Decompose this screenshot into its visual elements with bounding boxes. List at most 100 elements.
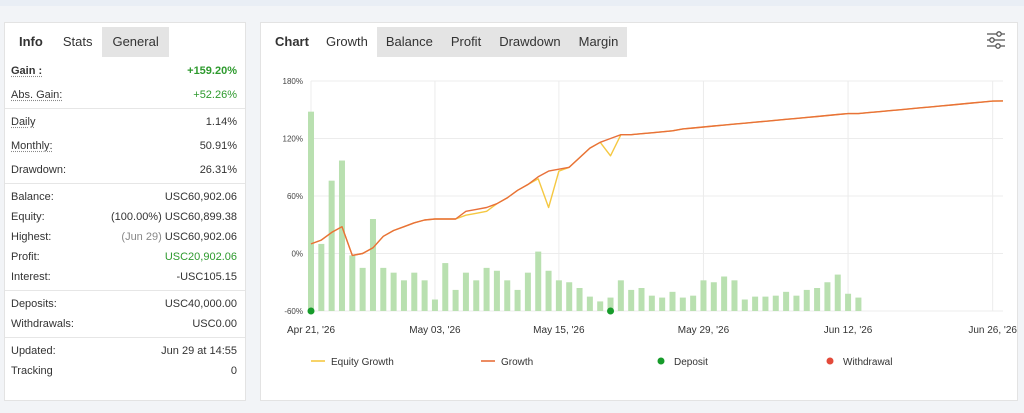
- equity-amount: USC60,899.38: [164, 211, 237, 223]
- gain-label[interactable]: Gain :: [11, 65, 43, 77]
- tracking-value: 0: [230, 365, 237, 377]
- chart-tabs: Chart Growth Balance Profit Drawdown Mar…: [267, 27, 628, 57]
- bar: [741, 299, 748, 311]
- drawdown-value: 26.31%: [199, 164, 237, 176]
- equity-value: (100.00%) USC60,899.38: [111, 211, 237, 223]
- legend-deposit: Deposit: [674, 357, 708, 368]
- bar: [772, 295, 779, 311]
- stat-withdrawals: Withdrawals: USC0.00: [5, 314, 245, 334]
- bar: [524, 272, 531, 311]
- bar: [504, 280, 511, 311]
- equity-growth-line: [310, 100, 1004, 257]
- legend-equity-growth: Equity Growth: [331, 357, 394, 368]
- tab-margin[interactable]: Margin: [569, 27, 628, 57]
- tab-info[interactable]: Info: [9, 27, 53, 57]
- x-tick-label: May 29, '26: [678, 325, 730, 336]
- gain-value: +159.20%: [187, 65, 237, 77]
- highest-note: (Jun 29): [121, 231, 162, 243]
- bar: [731, 280, 738, 311]
- profit-label: Profit:: [11, 251, 40, 263]
- daily-value: 1.14%: [205, 116, 237, 128]
- sliders-icon[interactable]: [985, 29, 1007, 51]
- tab-drawdown[interactable]: Drawdown: [490, 27, 570, 57]
- stat-equity: Equity: (100.00%) USC60,899.38: [5, 207, 245, 227]
- bar: [803, 289, 810, 311]
- x-tick-label: Apr 21, '26: [287, 325, 335, 336]
- abs-gain-value: +52.26%: [193, 89, 237, 101]
- stat-tracking: Tracking 0: [5, 361, 245, 381]
- bar: [359, 267, 366, 311]
- x-tick-label: May 15, '26: [533, 325, 585, 336]
- top-strip: [0, 0, 1024, 6]
- bar: [659, 297, 666, 311]
- bar: [411, 272, 418, 311]
- tab-stats[interactable]: Stats: [52, 27, 103, 57]
- bar: [576, 288, 583, 311]
- monthly-label[interactable]: Monthly:: [11, 140, 53, 152]
- bar: [648, 295, 655, 311]
- bar: [369, 219, 376, 311]
- abs-gain-label[interactable]: Abs. Gain:: [11, 89, 63, 101]
- bar: [824, 282, 831, 311]
- deposit-marker: [307, 307, 315, 315]
- withdrawals-value: USC0.00: [192, 318, 237, 330]
- bar: [752, 296, 759, 311]
- growth-chart: 180% 120% 60% 0% -60% Apr 21, '26 May 03, '26 M…: [283, 77, 1018, 368]
- deposits-value: USC40,000.00: [164, 298, 237, 310]
- divider: [5, 290, 245, 291]
- stat-drawdown: Drawdown: 26.31%: [5, 160, 245, 180]
- interest-label: Interest:: [11, 271, 51, 283]
- bar: [380, 267, 387, 311]
- growth-line: [310, 100, 1004, 257]
- bar: [308, 111, 314, 312]
- equity-label: Equity:: [11, 211, 45, 223]
- bar: [679, 297, 686, 311]
- bar: [669, 291, 676, 311]
- bar: [814, 288, 821, 311]
- balance-value: USC60,902.06: [164, 191, 237, 203]
- legend-growth: Growth: [501, 357, 533, 368]
- bar: [400, 280, 407, 311]
- bar: [349, 255, 356, 311]
- bar: [493, 270, 500, 311]
- highest-label: Highest:: [11, 231, 52, 243]
- stat-balance: Balance: USC60,902.06: [5, 187, 245, 207]
- divider: [5, 108, 245, 109]
- bar: [690, 295, 697, 311]
- daily-label[interactable]: Daily: [11, 116, 36, 128]
- tab-chart[interactable]: Chart: [267, 27, 317, 57]
- bar: [483, 267, 490, 311]
- y-tick-label: 60%: [287, 192, 303, 201]
- stat-deposits: Deposits: USC40,000.00: [5, 294, 245, 314]
- bar: [762, 296, 769, 311]
- chart-panel: 180% 120% 60% 0% -60% Apr 21, '26 May 03, '26 M…: [260, 22, 1018, 401]
- bar: [566, 282, 573, 311]
- stat-abs-gain: Abs. Gain: +52.26%: [5, 85, 245, 105]
- stats-panel: Info Stats General Gain : +159.20% Abs. G…: [4, 22, 246, 401]
- bar: [555, 280, 562, 311]
- bar: [535, 251, 542, 311]
- deposits-label: Deposits:: [11, 298, 57, 310]
- interest-value: -USC105.15: [176, 271, 237, 283]
- bar: [390, 272, 397, 311]
- x-tick-label: May 03, '26: [409, 325, 461, 336]
- y-tick-label: 120%: [283, 135, 303, 144]
- legend-withdrawal-swatch: [826, 357, 834, 365]
- bar: [545, 270, 552, 311]
- tab-balance[interactable]: Balance: [376, 27, 442, 57]
- bar: [845, 293, 852, 311]
- stat-interest: Interest: -USC105.15: [5, 267, 245, 287]
- bar: [617, 280, 624, 311]
- tracking-label: Tracking: [11, 365, 53, 377]
- x-tick-label: Jun 12, '26: [824, 325, 873, 336]
- tab-general[interactable]: General: [102, 27, 169, 57]
- legend-withdrawal: Withdrawal: [843, 357, 892, 368]
- profit-value: USC20,902.06: [164, 251, 237, 263]
- bar: [628, 289, 635, 311]
- highest-value: (Jun 29) USC60,902.06: [121, 231, 237, 243]
- tab-growth[interactable]: Growth: [316, 27, 377, 57]
- balance-label: Balance:: [11, 191, 54, 203]
- monthly-value: 50.91%: [199, 140, 237, 152]
- tab-profit[interactable]: Profit: [441, 27, 491, 57]
- stat-daily: Daily 1.14%: [5, 112, 245, 132]
